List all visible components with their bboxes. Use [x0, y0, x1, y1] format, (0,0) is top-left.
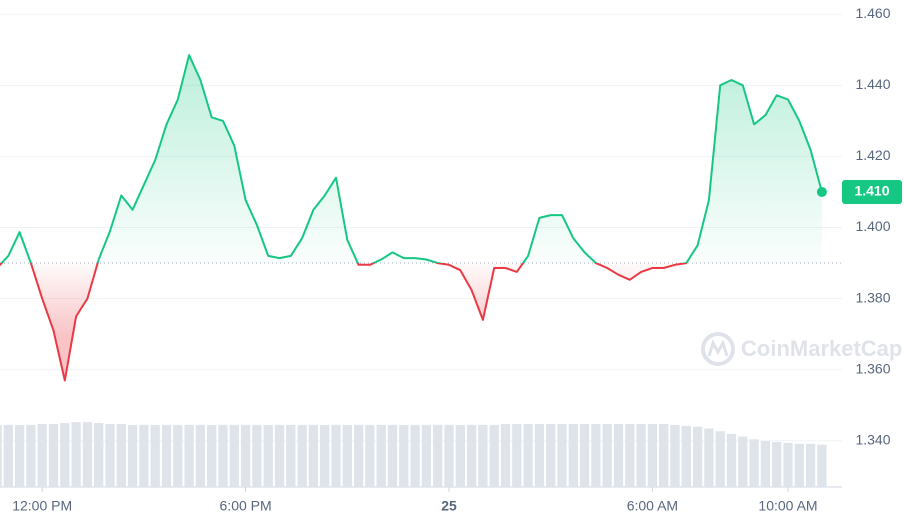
- y-tick-label: 1.460: [855, 5, 890, 21]
- volume-bar: [557, 424, 567, 487]
- volume-bar: [410, 424, 420, 487]
- volume-bar: [376, 424, 386, 487]
- volume-bar: [500, 424, 511, 487]
- x-tick-label: 25: [441, 498, 457, 514]
- volume-bar: [14, 424, 25, 487]
- x-tick-label: 12:00 PM: [12, 498, 72, 514]
- volume-bar: [150, 424, 160, 487]
- volume-bar: [60, 423, 70, 487]
- watermark-text: CoinMarketCap: [741, 336, 902, 361]
- volume-bar: [320, 424, 330, 487]
- volume-bar: [579, 424, 590, 487]
- volume-bar: [670, 424, 680, 487]
- volume-bar: [399, 424, 409, 487]
- x-tick-label: 6:00 AM: [627, 498, 678, 514]
- volume-bar: [184, 424, 194, 487]
- volume-bar: [568, 424, 578, 487]
- volume-bar: [738, 436, 748, 487]
- volume-bar: [353, 424, 364, 487]
- volume-bar: [308, 424, 319, 487]
- volume-bar: [297, 424, 307, 487]
- volume-bar: [105, 424, 115, 487]
- volume-bar: [71, 422, 81, 487]
- volume-bar: [636, 424, 646, 487]
- volume-bar: [681, 425, 691, 487]
- watermark-logo-m: [707, 339, 729, 357]
- volume-bar: [48, 424, 59, 487]
- y-tick-label: 1.360: [855, 360, 890, 376]
- volume-bar: [116, 424, 126, 487]
- volume-bar: [647, 424, 658, 487]
- volume-bar: [37, 424, 47, 487]
- volume-bar: [805, 443, 816, 487]
- volume-bar: [704, 428, 714, 487]
- volume-bar: [252, 424, 262, 487]
- volume-bar: [387, 424, 398, 487]
- volume-bar: [173, 424, 183, 487]
- volume-bar: [94, 423, 104, 487]
- volume-bar: [240, 424, 251, 487]
- volume-bar: [444, 424, 454, 487]
- volume-bar: [286, 424, 296, 487]
- y-tick-label: 1.440: [855, 76, 890, 92]
- watermark-logo: [701, 332, 735, 366]
- volume-bar: [489, 424, 499, 487]
- volume-bar: [195, 424, 206, 487]
- volume-bar: [3, 424, 13, 487]
- volume-bar: [613, 424, 624, 487]
- x-tick-label: 6:00 PM: [220, 498, 272, 514]
- volume-bar: [692, 426, 703, 487]
- volume-bar: [726, 433, 737, 487]
- volume-bar: [455, 424, 465, 487]
- volume-bar: [466, 424, 477, 487]
- volume-bar: [523, 424, 533, 487]
- volume-bar: [715, 431, 725, 487]
- volume-bar: [817, 444, 827, 487]
- volume-bar: [229, 424, 239, 487]
- volume-bar: [534, 424, 545, 487]
- volume-bar: [591, 424, 601, 487]
- last-price-dot: [816, 186, 827, 197]
- y-tick-label: 1.400: [855, 218, 890, 234]
- x-tick-label: 10:00 AM: [758, 498, 817, 514]
- y-tick-label: 1.380: [855, 289, 890, 305]
- volume-bar: [365, 424, 375, 487]
- volume-bar: [127, 424, 138, 487]
- price-label-box: [842, 179, 902, 204]
- volume-bar: [772, 442, 782, 487]
- price-area: [0, 55, 822, 381]
- volume-bar: [82, 422, 93, 487]
- volume-bar: [26, 424, 36, 487]
- volume-bar: [139, 424, 149, 487]
- volume-bar: [546, 424, 556, 487]
- volume-bar: [625, 424, 635, 487]
- volume-bar: [783, 442, 793, 487]
- volume-bar: [478, 424, 488, 487]
- volume-bar: [263, 424, 273, 487]
- volume-bar: [760, 441, 771, 487]
- volume-bar: [512, 424, 522, 487]
- volume-bar: [421, 424, 432, 487]
- volume-bar: [161, 424, 172, 487]
- volume-bar: [342, 424, 352, 487]
- y-tick-label: 1.340: [855, 431, 890, 447]
- volume-bar: [207, 424, 217, 487]
- volume-bar: [749, 439, 759, 487]
- volume-bar: [602, 424, 612, 487]
- watermark: CoinMarketCap: [701, 332, 902, 366]
- price-line: [0, 54, 823, 382]
- volume-bar: [274, 424, 285, 487]
- volume-bar: [0, 424, 2, 487]
- volume-bar: [433, 424, 443, 487]
- price-label: 1.410: [854, 183, 889, 199]
- volume-bar: [331, 424, 341, 487]
- volume-bar: [794, 443, 804, 487]
- volume-bar: [659, 424, 669, 487]
- volume-bar: [218, 424, 228, 487]
- y-tick-label: 1.420: [855, 147, 890, 163]
